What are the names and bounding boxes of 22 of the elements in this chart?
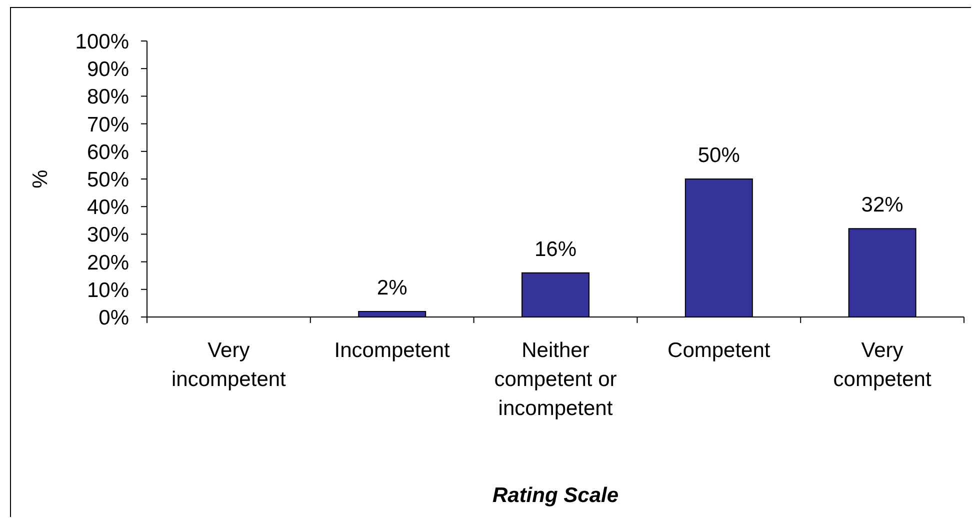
- x-tick-label: Competent: [668, 339, 770, 362]
- y-tick-label: 80%: [86, 86, 129, 109]
- x-tick-label: Incompetent: [334, 339, 450, 362]
- y-tick-label: 50%: [86, 168, 129, 192]
- y-tick-label: 10%: [86, 278, 129, 302]
- y-tick-label: 40%: [86, 196, 129, 220]
- y-tick-label: 20%: [86, 251, 129, 274]
- y-tick-label: 90%: [86, 58, 129, 82]
- x-tick-label: Neither competent or incompetent: [494, 339, 617, 420]
- data-label: 16%: [534, 238, 577, 261]
- y-tick-label: 30%: [86, 224, 129, 247]
- data-label: 32%: [861, 194, 904, 217]
- data-label: 2%: [376, 276, 408, 300]
- y-tick-label: 100%: [75, 30, 129, 54]
- x-tick-label: Very competent: [833, 339, 932, 391]
- y-tick-label: 0%: [98, 306, 129, 330]
- y-axis-title: %: [28, 170, 52, 188]
- data-label: 50%: [698, 144, 740, 167]
- y-tick-label: 60%: [86, 140, 129, 164]
- y-tick-label: 70%: [86, 113, 129, 136]
- x-tick-label: Very incompetent: [171, 339, 286, 391]
- x-axis-title: Rating Scale: [492, 484, 619, 507]
